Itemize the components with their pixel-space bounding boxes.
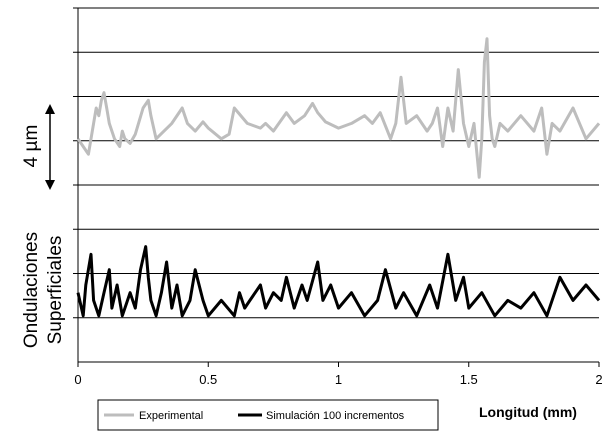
x-tick-label: 0 xyxy=(74,372,81,387)
legend-label-experimental: Experimental xyxy=(139,410,203,422)
scale-bar-arrow-up xyxy=(45,104,55,114)
series-line-1 xyxy=(76,245,601,318)
x-tick-label: 1.5 xyxy=(460,372,478,387)
scale-bar-label: 4 µm xyxy=(21,125,42,168)
legend-label-simulacion: Simulación 100 incrementos xyxy=(266,410,405,422)
legend-box xyxy=(97,399,439,431)
series-line-0 xyxy=(76,37,601,179)
scale-bar: 4 µm xyxy=(21,104,55,190)
legend: Experimental Simulación 100 incrementos xyxy=(97,399,439,431)
series-lines xyxy=(76,37,601,318)
x-axis-ticks: 0 0.5 1 1.5 2 xyxy=(74,362,603,387)
x-tick-label: 0.5 xyxy=(199,372,217,387)
y-axis-title-line-2: Superficiales xyxy=(45,236,66,345)
x-axis-title: Longitud (mm) xyxy=(479,404,577,420)
x-tick-label: 2 xyxy=(595,372,602,387)
gridlines xyxy=(73,7,599,319)
scale-bar-arrow-down xyxy=(45,180,55,190)
y-axis-title-line-1: Ondulaciones xyxy=(21,232,42,348)
x-tick-label: 1 xyxy=(335,372,342,387)
